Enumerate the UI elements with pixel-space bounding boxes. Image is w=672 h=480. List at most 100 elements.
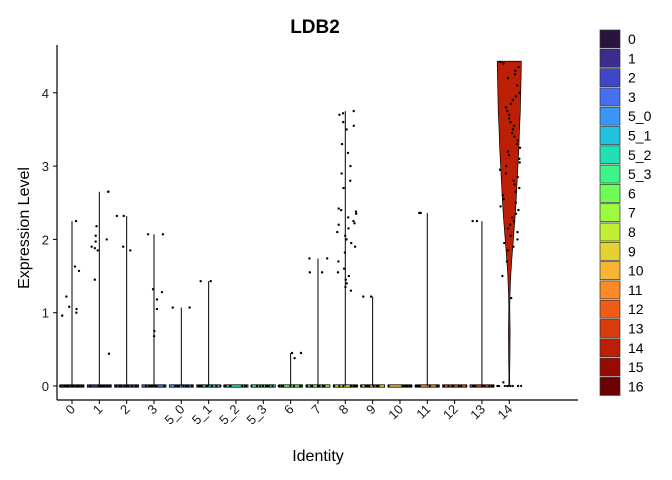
data-point bbox=[98, 384, 101, 388]
data-point bbox=[349, 164, 352, 168]
data-point bbox=[502, 62, 505, 65]
y-tick-label: 3 bbox=[42, 159, 49, 174]
y-tick-label: 1 bbox=[42, 306, 49, 321]
x-tick-label: 9 bbox=[363, 402, 379, 418]
data-point bbox=[108, 384, 111, 388]
x-tick-label: 0 bbox=[62, 402, 78, 418]
data-point bbox=[185, 384, 188, 388]
data-point bbox=[508, 113, 511, 116]
x-tick-label: 2 bbox=[117, 402, 133, 418]
data-point bbox=[206, 384, 209, 388]
data-point bbox=[512, 179, 516, 182]
legend-swatch-13 bbox=[599, 319, 621, 338]
legend-swatch-2 bbox=[599, 68, 621, 87]
data-point bbox=[224, 384, 227, 388]
data-point bbox=[75, 307, 78, 311]
x-axis-title: Identity bbox=[292, 448, 344, 465]
data-point bbox=[512, 245, 515, 248]
data-point bbox=[511, 384, 514, 388]
data-point bbox=[344, 234, 347, 237]
data-point bbox=[65, 295, 68, 298]
data-point bbox=[518, 146, 522, 149]
violin-11 bbox=[414, 211, 440, 388]
legend-label-1: 1 bbox=[628, 50, 636, 66]
data-point bbox=[375, 384, 378, 388]
data-point bbox=[510, 296, 513, 300]
legend-swatch-9 bbox=[599, 241, 621, 261]
legend-swatch-6 bbox=[599, 184, 621, 203]
data-point bbox=[228, 384, 232, 388]
data-point bbox=[199, 384, 202, 388]
data-point bbox=[345, 128, 348, 131]
legend-swatch-11 bbox=[599, 280, 621, 300]
violin-12 bbox=[442, 384, 468, 388]
data-point bbox=[342, 384, 345, 388]
y-tick-label: 2 bbox=[42, 232, 49, 247]
data-point bbox=[144, 384, 148, 388]
violin-3 bbox=[141, 233, 167, 388]
data-point bbox=[517, 65, 520, 69]
data-point bbox=[504, 164, 508, 168]
data-point bbox=[89, 384, 92, 388]
x-tick-label: 14 bbox=[495, 402, 516, 423]
data-point bbox=[369, 295, 373, 298]
data-point bbox=[322, 384, 325, 388]
legend-swatch-1 bbox=[599, 48, 621, 68]
data-point bbox=[488, 384, 491, 388]
data-point bbox=[261, 384, 265, 388]
data-point bbox=[347, 274, 351, 278]
data-point bbox=[96, 249, 99, 252]
data-point bbox=[387, 384, 390, 388]
data-point bbox=[244, 384, 247, 388]
data-point bbox=[507, 153, 511, 157]
data-point bbox=[337, 260, 340, 263]
data-point bbox=[491, 384, 494, 388]
data-point bbox=[465, 384, 468, 388]
data-point bbox=[508, 223, 512, 226]
legend-label-10: 10 bbox=[628, 263, 644, 279]
data-point bbox=[451, 384, 454, 388]
data-point bbox=[418, 384, 421, 388]
data-point bbox=[349, 289, 353, 292]
data-point bbox=[483, 384, 486, 388]
data-point bbox=[353, 222, 356, 225]
x-tick-label: 12 bbox=[440, 402, 461, 423]
data-point bbox=[282, 384, 285, 388]
data-point bbox=[504, 106, 508, 109]
data-point bbox=[105, 238, 108, 241]
data-point bbox=[511, 216, 514, 219]
violin-5_0 bbox=[168, 306, 194, 388]
data-point bbox=[155, 384, 158, 388]
data-point bbox=[153, 329, 156, 333]
y-axis: 0 1 2 3 4 bbox=[42, 45, 58, 400]
legend-label-11: 11 bbox=[628, 282, 643, 298]
data-point bbox=[131, 384, 134, 388]
violin-8 bbox=[332, 109, 359, 388]
data-point bbox=[63, 384, 67, 388]
data-point bbox=[347, 216, 350, 219]
data-point bbox=[318, 384, 321, 388]
data-point bbox=[506, 109, 509, 113]
data-point bbox=[481, 384, 484, 388]
data-point bbox=[336, 271, 340, 274]
data-point bbox=[520, 384, 523, 388]
data-point bbox=[419, 211, 422, 215]
data-point bbox=[107, 190, 110, 193]
legend-swatch-16 bbox=[599, 377, 621, 396]
chart-title: LDB2 bbox=[290, 17, 340, 38]
data-point bbox=[177, 384, 180, 388]
data-point bbox=[90, 245, 93, 248]
y-tick-label: 0 bbox=[42, 379, 49, 394]
data-point bbox=[75, 311, 78, 314]
data-point bbox=[344, 278, 347, 281]
data-point bbox=[278, 384, 281, 388]
legend-swatch-5_2 bbox=[599, 145, 621, 165]
data-point bbox=[514, 201, 518, 204]
data-point bbox=[340, 142, 344, 146]
data-point bbox=[255, 384, 259, 388]
data-point bbox=[266, 384, 269, 388]
data-point bbox=[101, 384, 104, 388]
legend-label-6: 6 bbox=[628, 185, 636, 201]
data-point bbox=[293, 356, 296, 360]
data-point bbox=[506, 150, 510, 153]
